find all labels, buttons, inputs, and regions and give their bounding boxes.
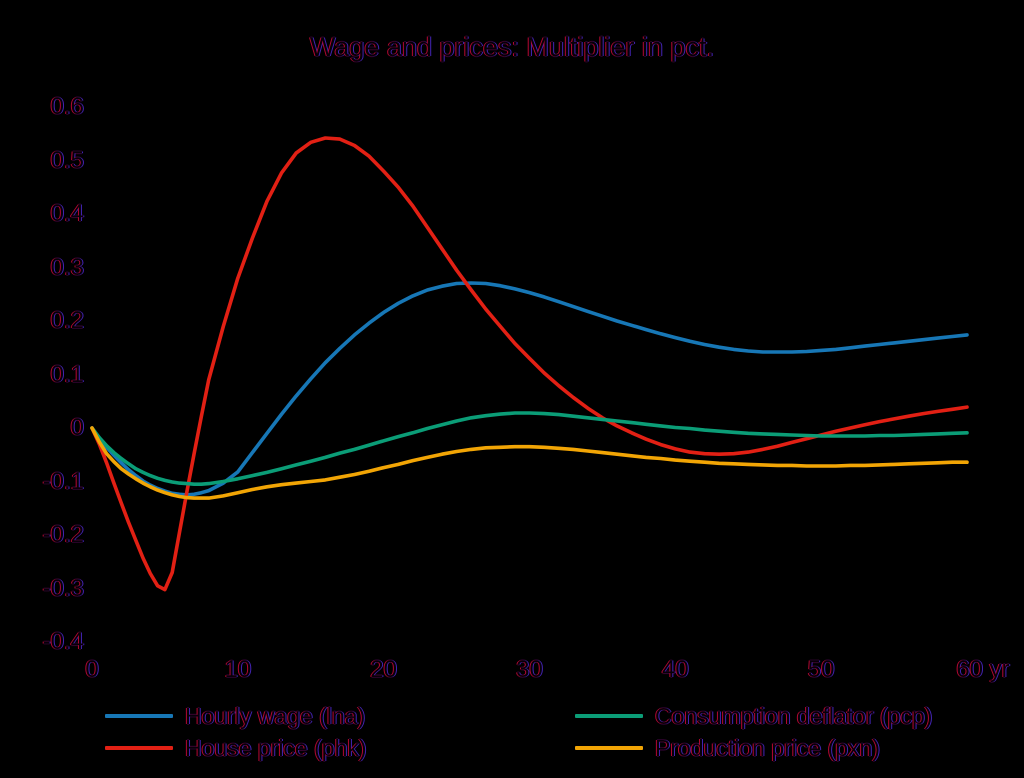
legend-item-production-price: Production price (pxn)	[575, 734, 880, 762]
legend-label-consumption-deflator: Consumption deflator (pcp)	[655, 702, 933, 729]
y-tick-label--0.2: -0.2	[42, 521, 84, 548]
y-tick-label--0.3: -0.3	[42, 574, 84, 602]
legend-line-consumption-deflator	[575, 714, 643, 718]
legend-label-hourly-wage: Hourly wage (lna)	[185, 702, 366, 729]
legend-line-production-price	[575, 746, 643, 750]
legend-label-house-price: House price (phk)	[185, 734, 367, 761]
legend-item-house-price: House price (phk)	[105, 734, 367, 762]
legend-label-production-price: Production price (pxn)	[655, 734, 880, 761]
x-tick-label-50: 50	[807, 656, 835, 683]
x-tick-label-40: 40	[661, 656, 689, 683]
curve-hourly-wage-lna	[90, 281, 969, 497]
x-tick-label-10: 10	[224, 656, 252, 683]
x-tick-label-20: 20	[370, 656, 397, 683]
x-tick-label-60-yr: 60 yr	[956, 656, 1010, 683]
legend-item-consumption-deflator: Consumption deflator (pcp)	[575, 702, 932, 730]
legend-line-house-price	[105, 746, 173, 750]
y-tick-label-0.2: 0.2	[50, 307, 84, 334]
curve-consumption-deflator-pcp	[90, 411, 969, 487]
y-tick-label-0.3: 0.3	[50, 253, 84, 281]
y-tick-label-0.4: 0.4	[50, 200, 84, 227]
y-tick-label-0: 0	[70, 414, 84, 441]
x-tick-label-30: 30	[516, 656, 543, 683]
curve-house-price-phk	[90, 136, 969, 592]
y-tick-label--0.1: -0.1	[42, 467, 84, 495]
chart-title: Wage and prices: Multiplier in pct.	[309, 32, 715, 62]
legend-item-hourly-wage: Hourly wage (lna)	[105, 702, 365, 730]
x-tick-label-0: 0	[85, 656, 99, 683]
y-tick-label-0.6: 0.6	[50, 93, 84, 120]
y-tick-label--0.4: -0.4	[42, 628, 84, 655]
y-tick-label-0.1: 0.1	[50, 360, 84, 388]
legend-line-hourly-wage	[105, 714, 173, 718]
curve-production-price-pxn	[90, 426, 969, 500]
y-tick-label-0.5: 0.5	[50, 146, 84, 174]
